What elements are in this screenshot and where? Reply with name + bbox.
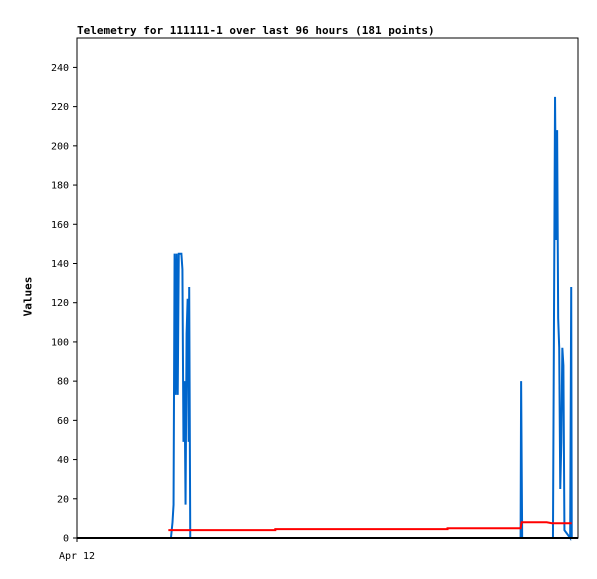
y-tick-label-7: 140 xyxy=(51,259,69,270)
y-tick-label-11: 220 xyxy=(51,102,69,113)
y-tick-label-4: 80 xyxy=(57,377,69,388)
y-tick-label-9: 180 xyxy=(51,181,69,192)
series-line-1 xyxy=(168,521,572,532)
y-tick-label-1: 20 xyxy=(57,494,69,505)
plot-frame xyxy=(76,37,579,539)
y-axis-ticks: 0 20 40 60 80 100 120 140 160 180 200 220 240 xyxy=(51,63,77,545)
series-group xyxy=(77,96,578,542)
y-tick-label-12: 240 xyxy=(51,63,69,74)
series-line-0 xyxy=(169,96,573,542)
y-tick-label-0: 0 xyxy=(63,534,69,545)
y-tick-label-3: 60 xyxy=(57,416,69,427)
y-tick-label-10: 200 xyxy=(51,141,69,152)
chart-title: Telemetry for 111111-1 over last 96 hour… xyxy=(77,24,435,37)
y-tick-label-8: 160 xyxy=(51,220,69,231)
y-tick-label-5: 100 xyxy=(51,337,69,348)
x-tick-label-0: Apr 12 xyxy=(59,551,95,562)
y-tick-label-2: 40 xyxy=(57,455,69,466)
y-tick-label-6: 120 xyxy=(51,298,69,309)
